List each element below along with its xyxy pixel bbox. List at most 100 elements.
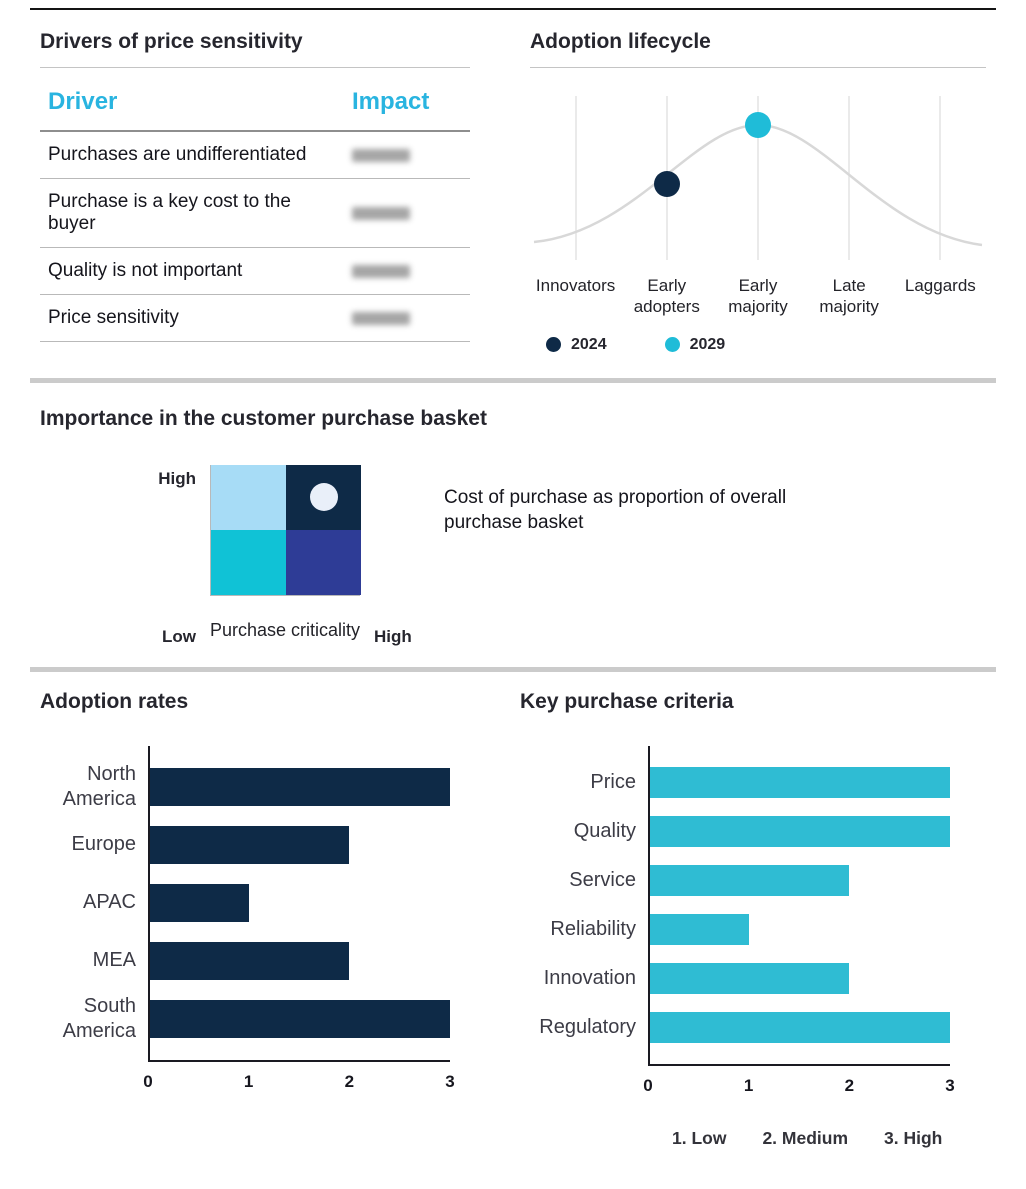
- key-purchase-criteria-bars: Price Quality Service Reliability Innovation…: [520, 745, 950, 1064]
- adoption-lifecycle-chart: [533, 96, 983, 260]
- impact-value-redacted: [352, 311, 410, 325]
- quadrant-top-right: [286, 464, 361, 530]
- bar-track: [148, 816, 450, 874]
- bar-track: [148, 874, 450, 932]
- legend-dot: [546, 337, 561, 352]
- bar-row: Europe: [40, 816, 450, 874]
- bar-track: [148, 990, 450, 1048]
- x-axis-spacer: [40, 1060, 148, 1098]
- x-axis-title: Purchase criticality: [209, 619, 361, 640]
- bar-category-label: APAC: [83, 891, 136, 914]
- bar: [648, 913, 749, 945]
- bar-track: [648, 758, 950, 807]
- quadrant-bottom-right: [286, 529, 361, 595]
- legend-label: 2029: [689, 335, 726, 353]
- table-row: Purchases are undifferentiated: [40, 131, 470, 179]
- driver-cell: Purchases are undifferentiated: [48, 144, 307, 165]
- x-tick-label: 0: [643, 1075, 653, 1095]
- driver-cell: Purchase is a key cost to the buyer: [48, 191, 291, 234]
- bar-category-label: MEA: [92, 949, 136, 972]
- adoption-lifecycle-title: Adoption lifecycle: [530, 30, 986, 68]
- section-divider: [30, 377, 996, 383]
- x-axis-ticks: 0 1 2 3: [643, 1063, 955, 1102]
- bar-row: Price: [520, 758, 950, 807]
- bar-row: Reliability: [520, 905, 950, 954]
- x-tick-label: 2: [344, 1071, 355, 1091]
- bar-category-label: Innovation: [543, 966, 636, 989]
- impact-cell: [344, 248, 470, 295]
- criteria-scale-legend: 1. Low 2. Medium 3. High: [672, 1128, 996, 1149]
- legend-item: 2029: [664, 335, 726, 354]
- bar: [148, 999, 450, 1038]
- impact-cell: [344, 179, 470, 248]
- bar: [148, 941, 350, 980]
- bar-track: [648, 954, 950, 1003]
- bar: [648, 1011, 950, 1043]
- bar-row: Quality: [520, 807, 950, 856]
- bar: [148, 825, 350, 864]
- price-sensitivity-title: Drivers of price sensitivity: [40, 30, 470, 68]
- bar-category-label: Reliability: [550, 917, 636, 940]
- legend-dot: [664, 337, 680, 352]
- legend-label: 2024: [571, 335, 607, 353]
- x-tick-label: 1: [243, 1071, 254, 1091]
- bar-category-label: Regulatory: [539, 1015, 636, 1038]
- position-marker: [309, 483, 338, 511]
- drivers-table-body: Purchases are undifferentiated Purchase i…: [40, 131, 470, 342]
- lifecycle-point-2024: [654, 171, 680, 197]
- table-row: Price sensitivity: [40, 295, 470, 342]
- drivers-table-header-row: Driver Impact: [40, 84, 470, 131]
- key-purchase-criteria-block: Key purchase criteria Price Quality Servic…: [520, 672, 996, 1149]
- x-tick-label: 2: [844, 1075, 855, 1095]
- scale-legend-item: 1. Low: [672, 1127, 727, 1148]
- impact-value-redacted: [352, 148, 410, 162]
- lifecycle-category-label: Early adopters: [633, 276, 700, 317]
- impact-value-redacted: [352, 206, 410, 220]
- lifecycle-category-label: Laggards: [904, 276, 976, 295]
- impact-cell: [344, 295, 470, 342]
- x-tick-label: 0: [143, 1071, 153, 1091]
- x-axis-spacer: [520, 1064, 648, 1102]
- bar-row: APAC: [40, 874, 450, 932]
- bar-category-label: Quality: [573, 819, 636, 842]
- y-axis-low-label: Low: [162, 626, 196, 646]
- bar-category-label: Europe: [71, 833, 137, 856]
- lifecycle-point-2029: [745, 112, 771, 138]
- section-divider: [30, 666, 996, 672]
- bar: [648, 962, 850, 994]
- adoption-lifecycle-panel: Adoption lifecycle Innovators Early adopt…: [530, 12, 986, 368]
- bar-row: South America: [40, 990, 450, 1048]
- bar-row: Regulatory: [520, 1003, 950, 1052]
- top-section: Drivers of price sensitivity Driver Impa…: [30, 10, 996, 368]
- bar-category-label: Price: [590, 770, 636, 793]
- x-tick-label: 1: [743, 1075, 754, 1095]
- driver-cell: Quality is not important: [48, 260, 243, 281]
- bar: [648, 864, 850, 896]
- bar-track: [648, 1003, 950, 1052]
- lifecycle-category-labels: Innovators Early adopters Early majority La…: [530, 275, 986, 318]
- impact-value-redacted: [352, 264, 410, 278]
- bar-category-label: North America: [62, 763, 136, 810]
- x-axis-ticks: 0 1 2 3: [143, 1059, 455, 1098]
- scale-legend-item: 3. High: [884, 1127, 943, 1148]
- purchase-basket-caption: Cost of purchase as proportion of overal…: [444, 486, 787, 534]
- legend-item: 2024: [546, 336, 607, 354]
- bar-track: [648, 856, 950, 905]
- x-tick-label: 3: [445, 1071, 455, 1091]
- bar: [648, 766, 950, 798]
- table-row: Quality is not important: [40, 248, 470, 295]
- adoption-rates-title: Adoption rates: [40, 689, 189, 713]
- bar-track: [148, 932, 450, 990]
- impact-cell: [344, 131, 470, 179]
- bar-category-label: Service: [569, 868, 636, 891]
- key-purchase-criteria-x-axis: 0 1 2 3: [520, 1063, 955, 1102]
- lifecycle-category-label: Innovators: [535, 276, 616, 295]
- purchase-basket-matrix: High Low High Purchase criticality: [158, 464, 412, 646]
- matrix-grid: [210, 464, 361, 596]
- bar-row: North America: [40, 758, 450, 816]
- dashboard-page: Drivers of price sensitivity Driver Impa…: [30, 8, 996, 1189]
- price-sensitivity-panel: Drivers of price sensitivity Driver Impa…: [40, 12, 470, 368]
- purchase-basket-section: Importance in the customer purchase bask…: [30, 407, 996, 646]
- bar: [148, 883, 249, 922]
- matrix-row: High Low High Purchase criticality Cost …: [158, 464, 996, 646]
